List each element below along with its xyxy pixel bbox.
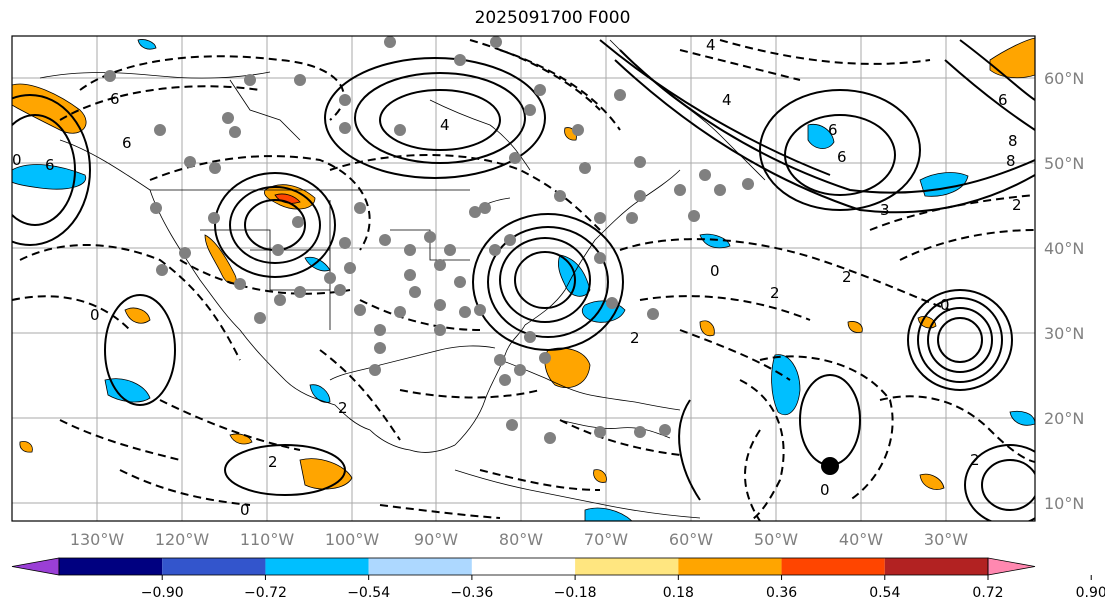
colorbar bbox=[11, 557, 1036, 576]
colorbar-segment bbox=[575, 558, 679, 575]
lat-label: 30°N bbox=[1044, 324, 1084, 343]
colorbar-segment bbox=[59, 558, 163, 575]
svg-text:6: 6 bbox=[122, 134, 132, 152]
shaded-fields bbox=[12, 37, 1035, 521]
lon-label: 80°W bbox=[499, 530, 543, 549]
colorbar-tick-label: 0.72 bbox=[972, 585, 1003, 601]
map-title: 2025091700 F000 bbox=[474, 8, 631, 28]
lon-label: 60°W bbox=[669, 530, 713, 549]
longitude-labels: 130°W 120°W 110°W 100°W 90°W 80°W 70°W 6… bbox=[70, 530, 968, 549]
colorbar-tick-label: −0.18 bbox=[554, 585, 597, 601]
colorbar-segment bbox=[678, 558, 782, 575]
station-dots bbox=[104, 36, 754, 444]
svg-text:3: 3 bbox=[880, 201, 890, 219]
colorbar-segment bbox=[265, 558, 369, 575]
lon-label: 50°W bbox=[754, 530, 798, 549]
colorbar-segment bbox=[781, 558, 885, 575]
colorbar-extend-max bbox=[987, 557, 1036, 576]
svg-text:2: 2 bbox=[970, 451, 980, 469]
lon-label: 30°W bbox=[924, 530, 968, 549]
svg-text:2: 2 bbox=[268, 453, 278, 471]
lon-label: 100°W bbox=[325, 530, 380, 549]
colorbar-segment bbox=[471, 558, 576, 575]
svg-text:0: 0 bbox=[820, 481, 830, 499]
contour-labels: 4 6 4 8 6 6 2 2 4 6 3 0 6 8 0 2 6 2 0 2 … bbox=[12, 36, 1022, 519]
svg-text:0: 0 bbox=[710, 262, 720, 280]
colorbar-segment bbox=[162, 558, 266, 575]
colorbar-outline bbox=[58, 557, 989, 576]
lat-label: 10°N bbox=[1044, 494, 1084, 513]
dashed-contours bbox=[12, 39, 1035, 521]
svg-text:2: 2 bbox=[630, 329, 640, 347]
colorbar-ticks: −0.90 −0.72 −0.54 −0.36 −0.18 0.18 0.36 0.54 0.7… bbox=[141, 575, 1105, 601]
colorbar-extend-min bbox=[11, 557, 60, 576]
svg-text:2: 2 bbox=[1012, 196, 1022, 214]
svg-text:4: 4 bbox=[440, 116, 450, 134]
svg-text:6: 6 bbox=[998, 91, 1008, 109]
lon-label: 130°W bbox=[70, 530, 125, 549]
svg-text:0: 0 bbox=[940, 296, 950, 314]
colorbar-tick-label: −0.36 bbox=[450, 585, 493, 601]
svg-text:2: 2 bbox=[842, 268, 852, 286]
graticule bbox=[12, 36, 1035, 521]
lon-label: 110°W bbox=[240, 530, 295, 549]
svg-text:6: 6 bbox=[110, 90, 120, 108]
colorbar-tick-label: −0.54 bbox=[347, 585, 390, 601]
colorbar-tick-label: 0.36 bbox=[766, 585, 797, 601]
svg-text:8: 8 bbox=[1008, 132, 1018, 150]
lon-label: 40°W bbox=[839, 530, 883, 549]
lon-label: 120°W bbox=[155, 530, 210, 549]
lat-label: 40°N bbox=[1044, 239, 1084, 258]
svg-text:4: 4 bbox=[722, 91, 732, 109]
colorbar-segment bbox=[368, 558, 472, 575]
coastlines bbox=[39, 39, 766, 519]
svg-text:2: 2 bbox=[338, 399, 348, 417]
lon-label: 70°W bbox=[584, 530, 628, 549]
colorbar-segment bbox=[884, 558, 988, 575]
svg-text:6: 6 bbox=[828, 121, 838, 139]
lat-label: 20°N bbox=[1044, 409, 1084, 428]
svg-text:0: 0 bbox=[12, 151, 22, 169]
lon-label: 90°W bbox=[414, 530, 458, 549]
colorbar-tick-label: 0.54 bbox=[869, 585, 900, 601]
svg-text:6: 6 bbox=[837, 148, 847, 166]
colorbar-tick-label: 0.18 bbox=[663, 585, 694, 601]
colorbar-tick-label: −0.72 bbox=[244, 585, 287, 601]
storm-center-marker bbox=[821, 457, 839, 475]
latitude-labels: 60°N 50°N 40°N 30°N 20°N 10°N bbox=[1044, 69, 1084, 513]
svg-text:8: 8 bbox=[1006, 152, 1016, 170]
svg-text:2: 2 bbox=[770, 284, 780, 302]
lat-label: 60°N bbox=[1044, 69, 1084, 88]
colorbar-tick-label: −0.90 bbox=[141, 585, 184, 601]
svg-text:0: 0 bbox=[240, 501, 250, 519]
svg-text:6: 6 bbox=[45, 156, 55, 174]
solid-contours bbox=[12, 39, 1035, 521]
lat-label: 50°N bbox=[1044, 154, 1084, 173]
svg-text:0: 0 bbox=[90, 306, 100, 324]
colorbar-tick-label: 0.90 bbox=[1076, 585, 1105, 601]
map-frame bbox=[11, 35, 1036, 522]
svg-text:4: 4 bbox=[706, 36, 716, 54]
